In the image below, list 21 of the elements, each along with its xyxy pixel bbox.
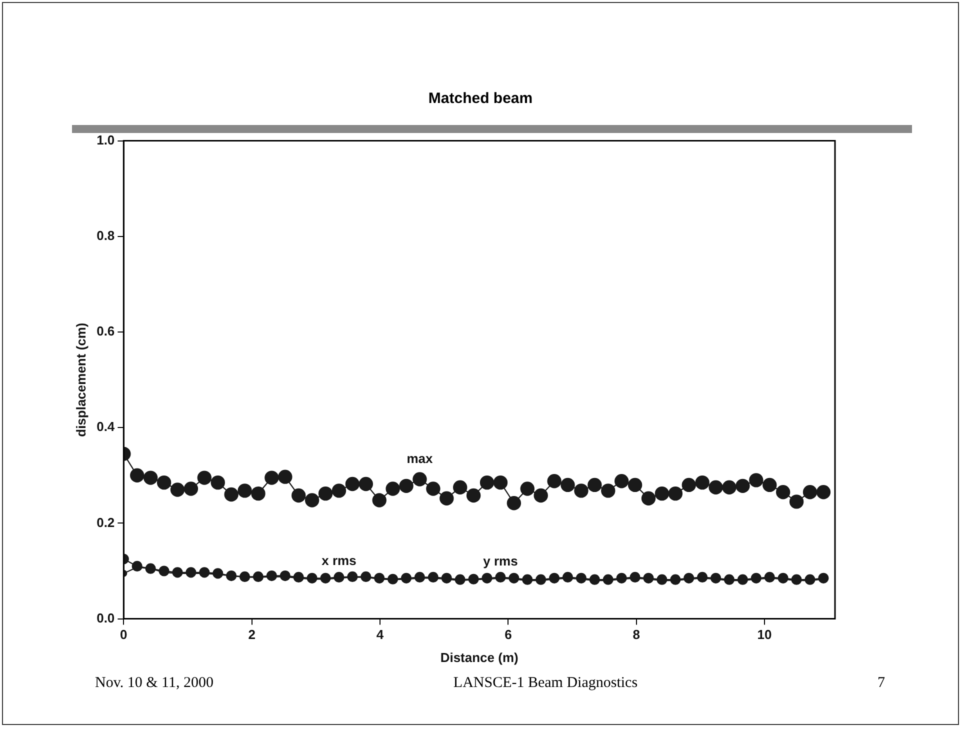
x-tick-label: 0 [120,627,128,642]
y-tick-label: 0.4 [96,419,116,434]
x-tick-label: 6 [504,627,512,642]
y-tick-label: 0.8 [96,228,115,243]
text: Nov. 10 & 11, 2000 [95,675,214,692]
x-axis-title: Distance (m) [440,650,518,665]
series-label: x rms [322,552,356,568]
y-tick-label: 1.0 [96,132,115,148]
x-tick-label: 10 [757,627,772,642]
y-tick-label: 0.0 [96,610,115,626]
text: 7 [877,675,885,692]
x-tick-label: 2 [248,627,256,642]
text: LANSCE-1 Beam Diagnostics [453,675,638,692]
chart-title: Matched beam [427,90,534,107]
series-label: max [406,450,434,466]
y-tick-label: 0.6 [96,324,115,339]
x-tick-label: 8 [632,627,640,642]
y-tick-label: 0.2 [96,514,115,530]
x-tick-label: 4 [376,627,384,642]
series-label: y rms [483,554,518,569]
y-axis-title: displacement (cm) [73,322,88,437]
